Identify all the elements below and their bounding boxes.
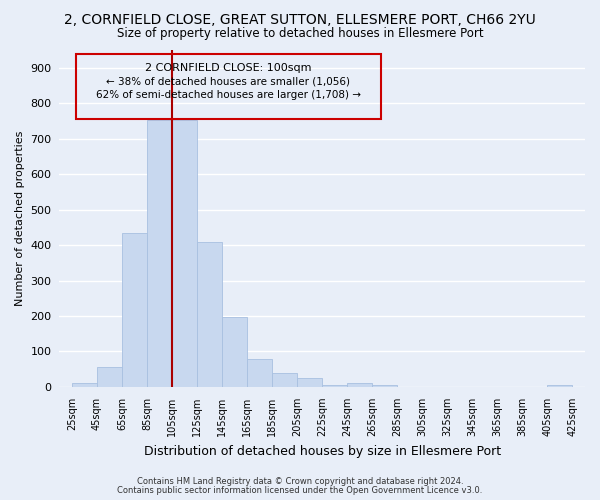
Bar [197, 242, 222, 387]
Bar [297, 378, 322, 387]
Text: 2, CORNFIELD CLOSE, GREAT SUTTON, ELLESMERE PORT, CH66 2YU: 2, CORNFIELD CLOSE, GREAT SUTTON, ELLESM… [64, 12, 536, 26]
Bar [247, 360, 272, 387]
Y-axis label: Number of detached properties: Number of detached properties [15, 131, 25, 306]
Bar [72, 384, 97, 387]
Bar [547, 385, 572, 387]
Bar [172, 120, 197, 387]
Text: Contains public sector information licensed under the Open Government Licence v3: Contains public sector information licen… [118, 486, 482, 495]
Bar [97, 366, 122, 387]
Bar [122, 232, 147, 387]
X-axis label: Distribution of detached houses by size in Ellesmere Port: Distribution of detached houses by size … [143, 444, 501, 458]
Bar [147, 120, 172, 387]
Bar [322, 385, 347, 387]
Bar [272, 373, 297, 387]
Bar [222, 316, 247, 387]
Bar [372, 385, 397, 387]
Text: Size of property relative to detached houses in Ellesmere Port: Size of property relative to detached ho… [116, 28, 484, 40]
Text: Contains HM Land Registry data © Crown copyright and database right 2024.: Contains HM Land Registry data © Crown c… [137, 477, 463, 486]
Bar [347, 384, 372, 387]
Text: 2 CORNFIELD CLOSE: 100sqm: 2 CORNFIELD CLOSE: 100sqm [145, 62, 311, 72]
Bar [76, 54, 381, 119]
Text: ← 38% of detached houses are smaller (1,056): ← 38% of detached houses are smaller (1,… [106, 76, 350, 86]
Text: 62% of semi-detached houses are larger (1,708) →: 62% of semi-detached houses are larger (… [96, 90, 361, 101]
